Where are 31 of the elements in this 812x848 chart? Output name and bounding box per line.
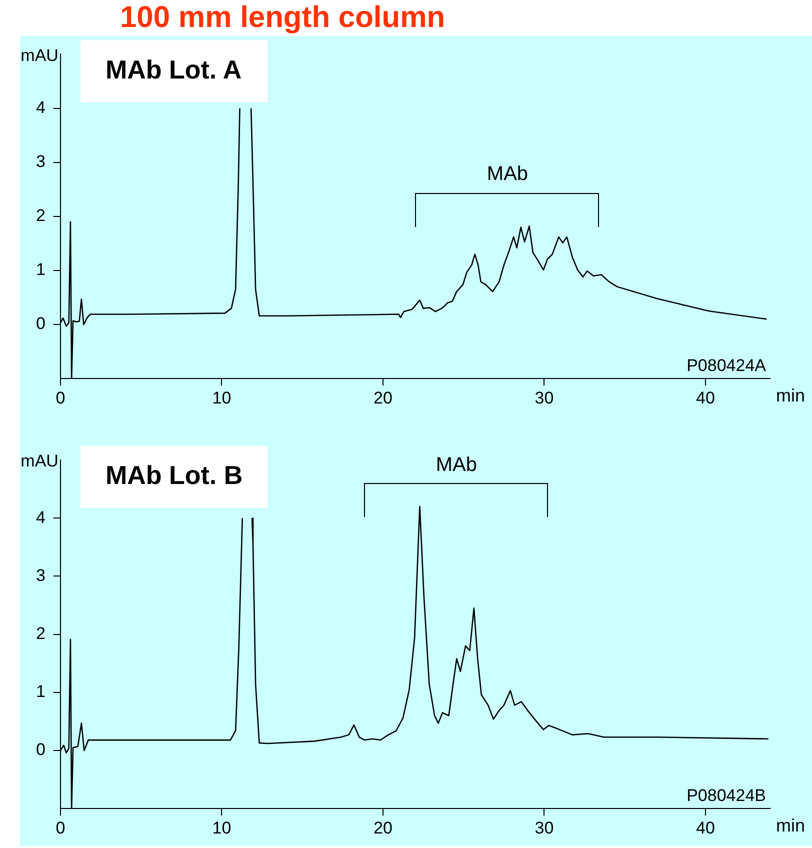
x-axis-title: min — [776, 386, 806, 406]
y-tick-label: 1 — [36, 682, 46, 702]
y-tick-label: 2 — [36, 624, 46, 643]
y-tick-label: 4 — [36, 98, 46, 117]
annotation: MAb — [436, 454, 477, 476]
y-tick-label: 2 — [36, 206, 46, 226]
y-tick-label: 0 — [36, 740, 46, 760]
x-axis-title: min — [776, 816, 806, 836]
annotation: MAb Lot. B — [105, 460, 243, 490]
y-tick-label: 4 — [36, 508, 46, 527]
x-tick-label: 30 — [534, 818, 554, 838]
y-tick-label: 3 — [36, 152, 46, 172]
x-tick-label: 30 — [534, 388, 554, 408]
y-axis-title: mAU — [20, 452, 58, 471]
x-tick-label: 20 — [374, 388, 392, 408]
x-tick-label: 40 — [696, 818, 715, 838]
annotation: MAb — [486, 163, 528, 186]
x-tick-label: 20 — [374, 818, 392, 838]
x-tick-label: 0 — [56, 388, 66, 408]
annotation: P080424B — [686, 786, 766, 805]
x-tick-label: 10 — [212, 818, 232, 838]
y-tick-label: 1 — [36, 260, 46, 280]
x-tick-label: 0 — [56, 818, 66, 838]
x-tick-label: 40 — [696, 388, 715, 408]
y-axis-title: mAU — [20, 46, 58, 65]
annotation: P080424A — [686, 356, 767, 375]
chart-title: 100 mm length column — [119, 0, 446, 36]
y-tick-label: 0 — [36, 314, 46, 334]
x-tick-label: 10 — [212, 388, 232, 408]
annotation: MAb Lot. A — [105, 54, 242, 84]
y-tick-label: 3 — [36, 566, 46, 585]
